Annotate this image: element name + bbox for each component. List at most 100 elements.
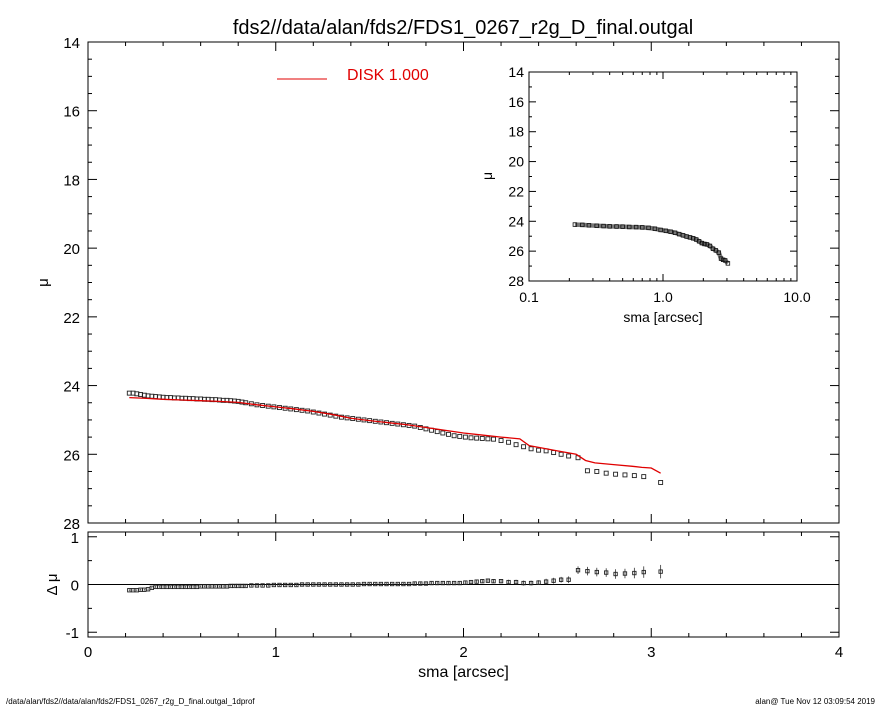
disk-model-line bbox=[129, 396, 661, 474]
residual-point bbox=[604, 570, 609, 575]
residual-point bbox=[266, 583, 271, 588]
y-axis-label: μ bbox=[479, 172, 495, 180]
data-point bbox=[479, 436, 485, 441]
y-tick-label: 18 bbox=[508, 124, 524, 140]
residual-point bbox=[513, 579, 519, 585]
y-tick-label: 20 bbox=[508, 154, 524, 170]
x-axis-label: sma [arcsec] bbox=[623, 309, 702, 325]
y-tick-label: 24 bbox=[508, 213, 524, 229]
residual-point bbox=[395, 581, 400, 587]
inset-data-point bbox=[601, 223, 606, 229]
y-tick-label: 16 bbox=[508, 94, 524, 110]
data-point bbox=[594, 469, 600, 474]
residual-point bbox=[277, 582, 282, 588]
data-point bbox=[485, 436, 491, 442]
residual-point bbox=[316, 582, 322, 587]
y-axis-label: Δ μ bbox=[44, 573, 61, 595]
data-point bbox=[506, 439, 512, 445]
data-point bbox=[603, 470, 609, 476]
data-point bbox=[641, 474, 647, 480]
residual-point bbox=[575, 568, 581, 573]
residual-plot-panel: 1 0 -1 0 1 2 3 4 sma [arcsec] Δ μ bbox=[44, 530, 843, 681]
residual-point bbox=[446, 580, 451, 586]
residual-point bbox=[485, 578, 491, 583]
data-point bbox=[551, 450, 557, 456]
inset-data-point bbox=[725, 261, 731, 266]
residual-point bbox=[429, 580, 434, 586]
inset-data-point bbox=[640, 225, 645, 230]
residual-point bbox=[474, 579, 479, 584]
footer-file-path: /data/alan/fds2//data/alan/fds2/FDS1_026… bbox=[6, 697, 255, 706]
y-tick-label: 26 bbox=[63, 447, 80, 464]
y-tick-label: 1 bbox=[71, 530, 79, 547]
inset-plot-panel: 14 16 18 20 22 24 26 280.1 1.0 10.0 sma [arcsec] μ bbox=[479, 64, 811, 325]
residual-point bbox=[373, 581, 378, 587]
x-tick-label: 4 bbox=[835, 644, 843, 661]
residual-point bbox=[457, 580, 462, 586]
residual-point bbox=[344, 582, 350, 587]
residual-point bbox=[401, 581, 406, 587]
x-tick-label: 10.0 bbox=[783, 289, 810, 305]
residual-point bbox=[551, 578, 556, 583]
residual-point bbox=[491, 579, 496, 584]
residual-point bbox=[463, 580, 468, 585]
inset-data-point bbox=[620, 224, 625, 229]
inset-data-point bbox=[633, 224, 639, 230]
y-tick-label: 14 bbox=[63, 35, 80, 52]
x-tick-label: 2 bbox=[459, 644, 467, 661]
residual-point bbox=[566, 577, 571, 582]
data-point bbox=[631, 473, 637, 479]
residual-point bbox=[328, 582, 333, 587]
residual-point bbox=[440, 580, 445, 586]
y-tick-label: 18 bbox=[63, 172, 80, 189]
inset-data-point bbox=[658, 227, 663, 233]
residual-point bbox=[260, 583, 265, 588]
y-tick-label: 20 bbox=[63, 241, 80, 258]
data-point bbox=[528, 446, 534, 452]
data-point bbox=[434, 429, 440, 435]
y-tick-label: 28 bbox=[63, 516, 80, 533]
y-tick-label: 16 bbox=[63, 104, 80, 121]
residual-point bbox=[288, 582, 293, 588]
residual-point bbox=[543, 579, 549, 584]
residual-point bbox=[498, 579, 504, 584]
residual-point bbox=[390, 581, 395, 587]
data-point bbox=[513, 442, 519, 448]
data-point bbox=[440, 430, 446, 436]
x-tick-label: 3 bbox=[647, 644, 655, 661]
residual-point bbox=[622, 571, 628, 576]
inset-data-point bbox=[663, 228, 669, 234]
data-point bbox=[446, 431, 451, 437]
data-point bbox=[498, 438, 504, 443]
y-axis-label: μ bbox=[35, 278, 52, 287]
inset-plot-frame bbox=[528, 71, 798, 282]
residual-point bbox=[299, 582, 305, 587]
x-tick-label: 0 bbox=[84, 644, 92, 661]
y-tick-label: 24 bbox=[63, 379, 80, 396]
chart-title: fds2//data/alan/fds2/FDS1_0267_r2g_D_fin… bbox=[233, 17, 693, 39]
y-tick-label: 22 bbox=[63, 310, 80, 327]
inset-data-point bbox=[690, 236, 696, 241]
data-point bbox=[558, 451, 564, 457]
data-point bbox=[457, 433, 463, 439]
inset-data-point bbox=[646, 225, 651, 231]
residual-point bbox=[632, 570, 637, 576]
residual-point bbox=[412, 581, 417, 586]
residual-point bbox=[594, 569, 599, 575]
residual-point bbox=[468, 579, 474, 585]
inset-data-point bbox=[722, 258, 728, 263]
data-point bbox=[566, 453, 572, 459]
inset-data-point bbox=[699, 240, 705, 246]
residual-point bbox=[641, 569, 646, 575]
footer-user-timestamp: alan@ Tue Nov 12 03:09:54 2019 bbox=[755, 697, 875, 706]
residual-point bbox=[339, 582, 344, 587]
residual-point bbox=[613, 571, 618, 577]
data-point bbox=[584, 468, 590, 474]
residual-point bbox=[435, 580, 440, 586]
residual-point bbox=[423, 581, 429, 586]
x-tick-label: 1.0 bbox=[653, 289, 673, 305]
residual-point bbox=[333, 582, 338, 587]
residual-point bbox=[384, 581, 389, 587]
residual-point bbox=[536, 580, 541, 585]
data-point bbox=[468, 435, 474, 441]
